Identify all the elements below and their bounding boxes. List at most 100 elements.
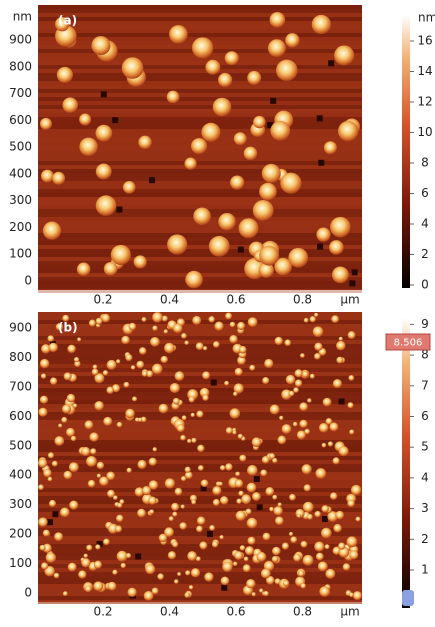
particle bbox=[278, 502, 282, 506]
scan-line bbox=[38, 125, 362, 129]
particle bbox=[139, 347, 147, 355]
particle bbox=[259, 183, 277, 201]
particle bbox=[298, 571, 304, 577]
particle bbox=[69, 462, 79, 472]
particle bbox=[279, 416, 283, 420]
particle bbox=[324, 141, 337, 154]
panel-label: (a) bbox=[58, 14, 77, 28]
scan-line bbox=[38, 257, 362, 261]
y-tick-label: 400 bbox=[9, 468, 32, 482]
particle bbox=[96, 195, 117, 216]
particle bbox=[346, 536, 357, 547]
colorbar-marker-label: 8.506 bbox=[394, 338, 423, 349]
scan-line bbox=[38, 400, 362, 404]
particle bbox=[40, 359, 49, 368]
particle bbox=[148, 496, 156, 504]
scan-line bbox=[38, 129, 362, 133]
x-unit: μm bbox=[340, 605, 359, 619]
colorbar-tick-label: 2 bbox=[421, 247, 429, 261]
particle bbox=[68, 563, 77, 572]
particle bbox=[209, 236, 230, 257]
scan-line bbox=[38, 596, 362, 600]
scan-line bbox=[38, 496, 362, 500]
particle bbox=[313, 326, 324, 337]
particle bbox=[219, 535, 223, 539]
scan-line bbox=[38, 488, 362, 492]
particle bbox=[314, 542, 324, 552]
particle bbox=[293, 422, 298, 427]
scan-line bbox=[38, 600, 362, 604]
particle bbox=[329, 422, 338, 431]
particle bbox=[197, 445, 204, 452]
particle bbox=[63, 471, 72, 480]
particle bbox=[96, 318, 103, 325]
scan-line bbox=[38, 177, 362, 181]
scan-line bbox=[38, 492, 362, 496]
particle bbox=[252, 492, 261, 501]
dark-spot bbox=[254, 476, 260, 482]
scan-line bbox=[38, 69, 362, 73]
particle bbox=[343, 563, 351, 571]
x-tick-label: 0.2 bbox=[93, 293, 112, 307]
particle bbox=[235, 479, 244, 488]
scan-line bbox=[38, 592, 362, 596]
particle bbox=[191, 438, 196, 443]
particle bbox=[356, 517, 361, 522]
particle bbox=[240, 545, 245, 550]
particle bbox=[260, 469, 267, 476]
particle bbox=[338, 121, 358, 141]
dark-spot bbox=[221, 585, 227, 591]
dark-spot bbox=[52, 511, 58, 517]
particle bbox=[164, 343, 175, 354]
particle bbox=[348, 331, 356, 339]
particle bbox=[246, 509, 252, 515]
particle bbox=[336, 341, 346, 351]
particle bbox=[209, 525, 215, 531]
particle bbox=[295, 380, 302, 387]
particle bbox=[229, 335, 237, 343]
particle bbox=[131, 365, 136, 370]
particle bbox=[95, 544, 100, 549]
scan-line bbox=[38, 93, 362, 97]
particle bbox=[81, 558, 90, 567]
particle bbox=[349, 592, 354, 597]
particle bbox=[48, 477, 53, 482]
particle bbox=[152, 326, 157, 331]
particle bbox=[177, 424, 185, 432]
scan-line bbox=[38, 396, 362, 400]
particle bbox=[199, 541, 207, 549]
x-unit: μm bbox=[340, 293, 359, 307]
scan-line bbox=[38, 133, 362, 137]
particle bbox=[94, 401, 104, 411]
particle bbox=[196, 342, 204, 350]
particle bbox=[113, 495, 118, 500]
particle bbox=[283, 580, 289, 586]
scan-line bbox=[38, 360, 362, 364]
particle bbox=[66, 428, 75, 437]
particle bbox=[169, 25, 188, 44]
particle bbox=[117, 422, 123, 428]
scan-line bbox=[38, 65, 362, 69]
particle bbox=[191, 500, 196, 505]
scan-line bbox=[38, 440, 362, 444]
particle bbox=[224, 381, 229, 386]
particle bbox=[213, 499, 220, 506]
scan-line bbox=[38, 189, 362, 193]
scan-line bbox=[38, 185, 362, 189]
particle bbox=[300, 353, 305, 358]
particle bbox=[192, 37, 213, 58]
particle bbox=[52, 172, 65, 185]
scan-line bbox=[38, 5, 362, 9]
y-tick-label: 200 bbox=[9, 527, 32, 541]
dark-spot bbox=[149, 177, 155, 183]
particle bbox=[191, 138, 207, 154]
particle bbox=[241, 494, 251, 504]
particle bbox=[159, 404, 169, 414]
particle bbox=[184, 341, 188, 345]
particle bbox=[289, 532, 293, 536]
scan-line bbox=[38, 169, 362, 173]
particle bbox=[101, 314, 110, 323]
scan-line bbox=[38, 201, 362, 205]
colorbar-tick-label: 8 bbox=[421, 156, 429, 170]
colorbar-tick-label: 14 bbox=[417, 64, 432, 78]
